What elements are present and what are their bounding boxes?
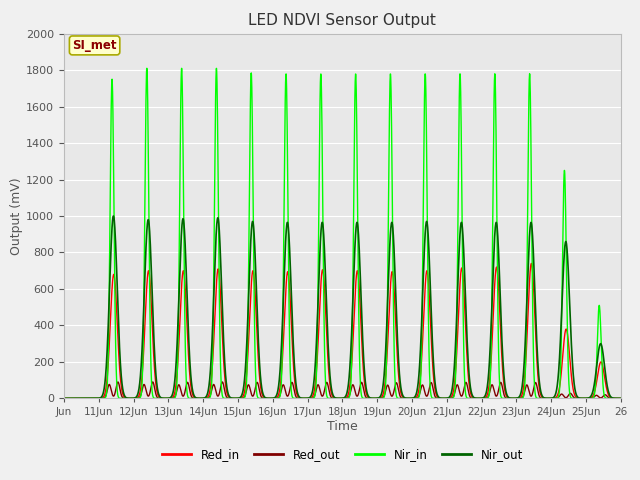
Nir_out (463, 333, 471, 339)
Legend: Red_in, Red_out, Nir_in, Nir_out: Red_in, Red_out, Nir_in, Nir_out (157, 443, 528, 466)
Nir_in (611, 396, 618, 401)
Line: Red_in: Red_in (64, 264, 621, 398)
Nir_out (617, 396, 625, 401)
Nir_in (414, 396, 422, 401)
Nir_in (60, 396, 68, 401)
Nir_out (174, 314, 182, 320)
Nir_in (617, 396, 625, 401)
Nir_out (499, 348, 506, 354)
Red_in (174, 357, 182, 362)
Nir_in (499, 396, 506, 401)
Red_out (463, 382, 471, 387)
Line: Red_out: Red_out (64, 382, 621, 398)
Nir_out (60, 396, 68, 401)
Red_out (60, 396, 68, 401)
Nir_out (109, 213, 117, 219)
Nir_in (143, 65, 150, 71)
Y-axis label: Output (mV): Output (mV) (10, 177, 24, 255)
Red_in (60, 396, 68, 401)
Red_out (617, 396, 625, 401)
Nir_in (532, 394, 540, 400)
Text: SI_met: SI_met (72, 39, 117, 52)
Red_in (611, 396, 618, 401)
Nir_in (174, 330, 182, 336)
Nir_out (532, 316, 540, 322)
Red_out (499, 384, 506, 390)
Red_out (174, 383, 182, 388)
Red_in (414, 392, 422, 397)
Nir_out (611, 396, 618, 401)
Red_out (414, 395, 422, 400)
Red_out (114, 379, 122, 385)
Red_in (499, 361, 506, 367)
Red_in (463, 349, 470, 355)
Red_out (532, 380, 540, 385)
Red_in (617, 396, 625, 401)
Red_in (527, 261, 535, 266)
Nir_in (463, 395, 471, 401)
Red_in (532, 337, 540, 343)
Nir_out (414, 383, 422, 388)
Line: Nir_out: Nir_out (64, 216, 621, 398)
Line: Nir_in: Nir_in (64, 68, 621, 398)
Red_out (611, 396, 618, 401)
X-axis label: Time: Time (327, 420, 358, 433)
Title: LED NDVI Sensor Output: LED NDVI Sensor Output (248, 13, 436, 28)
